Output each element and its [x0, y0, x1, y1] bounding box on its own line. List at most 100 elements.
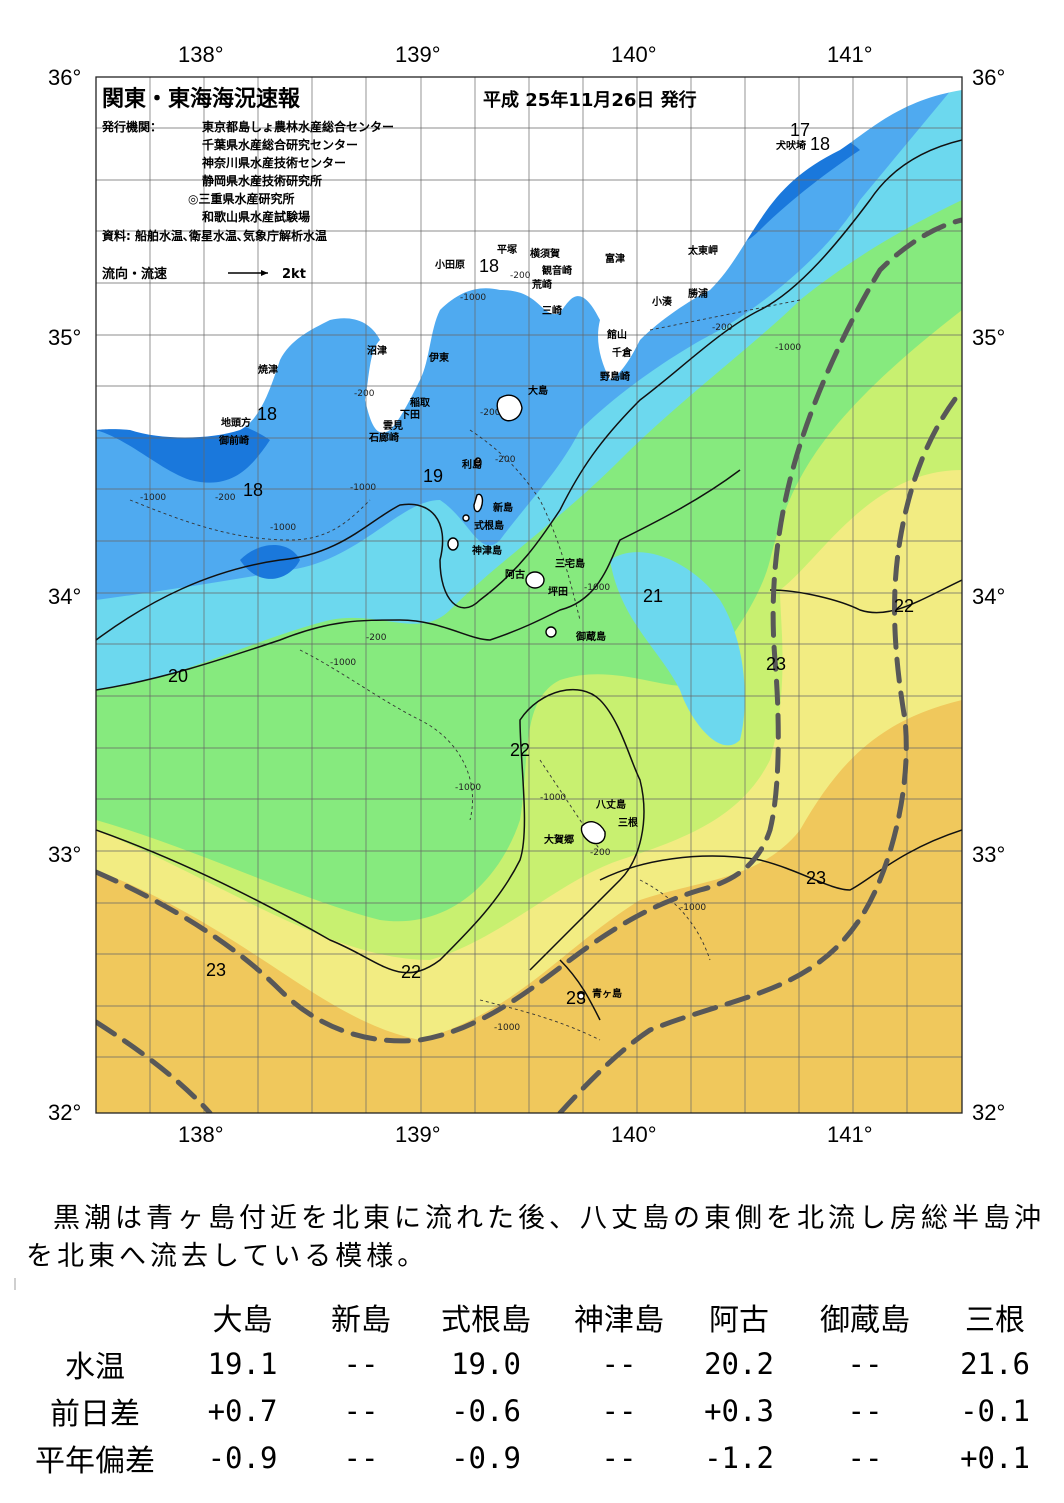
- table-cell: -0.6: [451, 1393, 521, 1428]
- depth-label: -1000: [775, 343, 801, 353]
- station-header: 三根: [965, 1302, 1025, 1338]
- lat-label: 33°: [972, 842, 1005, 867]
- depth-label: -200: [495, 455, 516, 465]
- table-row: 平年偏差 -0.9 -- -0.9 -- -1.2 -- +0.1: [10, 1434, 1055, 1481]
- niijima-island: [473, 493, 484, 513]
- lat-label: 36°: [972, 65, 1005, 90]
- isotherm-label: 22: [510, 740, 530, 760]
- place-name: 青ヶ島: [592, 987, 622, 1000]
- place-name: 三崎: [542, 304, 562, 317]
- summary-text: 黒潮は青ヶ島付近を北東に流れた後、八丈島の東側を北流し房総半島沖を北東へ流去して…: [26, 1203, 1045, 1272]
- isotherm-label: 18: [810, 134, 830, 154]
- table-cell: -0.9: [451, 1440, 521, 1475]
- axis-labels: 138° 139° 140° 141° 138° 139° 140° 141° …: [48, 42, 1005, 1147]
- row-label: 水温: [65, 1349, 125, 1385]
- lat-label: 35°: [972, 325, 1005, 350]
- table-cell: --: [847, 1346, 883, 1381]
- table-cell: 19.1: [207, 1346, 278, 1381]
- sea-temperature-map: 138° 139° 140° 141° 138° 139° 140° 141° …: [48, 42, 1005, 1147]
- current-legend-label: 流向・流速: [102, 266, 167, 282]
- toshima-island: [474, 457, 482, 467]
- place-name: 石廊崎: [368, 431, 399, 444]
- depth-label: -200: [480, 408, 501, 418]
- table-cell: --: [343, 1393, 379, 1428]
- table-header-row: 大島 新島 式根島 神津島 阿古 御蔵島 三根: [10, 1293, 1055, 1340]
- depth-label: -200: [354, 389, 375, 399]
- lon-label: 138°: [178, 42, 224, 67]
- depth-label: -1000: [270, 523, 296, 533]
- lon-label: 140°: [611, 42, 657, 67]
- isotherm-label: 21: [643, 586, 663, 606]
- table-cell: --: [601, 1346, 637, 1381]
- place-name: 式根島: [474, 519, 504, 532]
- place-name: 阿古: [505, 568, 525, 581]
- place-name: 焼津: [258, 363, 278, 376]
- table-cell: --: [847, 1393, 883, 1428]
- situation-summary: 黒潮は青ヶ島付近を北東に流れた後、八丈島の東側を北流し房総半島沖を北東へ流去して…: [26, 1200, 1046, 1276]
- issue-date: 平成 25年11月26日 発行: [483, 89, 697, 111]
- table-cell: --: [601, 1393, 637, 1428]
- miyakejima-island: [525, 571, 545, 589]
- table-cell: -1.2: [704, 1440, 774, 1475]
- depth-label: -200: [215, 493, 236, 503]
- isotherms: [96, 139, 962, 1021]
- lat-label: 32°: [48, 1100, 81, 1125]
- depth-label: -200: [366, 633, 387, 643]
- row-label: 前日差: [50, 1396, 140, 1432]
- table-cell: 21.6: [960, 1346, 1030, 1381]
- place-name: 稲取: [410, 396, 431, 409]
- depth-label: -1000: [140, 493, 166, 503]
- place-name: 平塚: [497, 243, 517, 256]
- place-name: 伊東: [428, 351, 449, 364]
- depth-label: -1000: [330, 658, 356, 668]
- place-name: 犬吠埼: [776, 139, 806, 152]
- isotherm-label: 23: [206, 960, 226, 980]
- issuer-org: 千葉県水産総合研究センター: [202, 137, 358, 152]
- issuer-org: 静岡県水産技術研究所: [202, 173, 322, 188]
- depth-label: -200: [712, 323, 733, 333]
- isotherm-labels: 17 18 18 18 18 19 20 21 22 22 22 23 23 2…: [168, 120, 914, 1008]
- issuer-org: ◎三重県水産研究所: [188, 191, 294, 206]
- station-header: 神津島: [574, 1302, 664, 1338]
- cool-tongue: [610, 552, 745, 746]
- depth-label: -1000: [455, 783, 481, 793]
- lon-label: 139°: [395, 42, 441, 67]
- arrowhead-icon: [261, 270, 268, 276]
- graticule: [96, 77, 962, 1113]
- depth-label: -1000: [540, 793, 566, 803]
- place-name: 館山: [606, 328, 627, 341]
- lat-label: 33°: [48, 842, 81, 867]
- table-cell: --: [847, 1440, 883, 1475]
- place-name: 神津島: [472, 544, 502, 557]
- margin-mark: [14, 1278, 16, 1290]
- lon-label: 138°: [178, 1122, 224, 1147]
- table-cell: --: [343, 1346, 379, 1381]
- depth-label: -1000: [460, 293, 486, 303]
- table-cell: +0.7: [207, 1393, 278, 1428]
- place-name: 坪田: [548, 585, 568, 598]
- table-row: 前日差 +0.7 -- -0.6 -- +0.3 -- -0.1: [10, 1387, 1055, 1434]
- table-cell: +0.1: [960, 1440, 1030, 1475]
- lat-label: 36°: [48, 65, 81, 90]
- isotherm-label: 22: [401, 962, 421, 982]
- isotherm-label: 18: [257, 404, 277, 424]
- station-header: 阿古: [709, 1302, 769, 1338]
- depth-label: -1000: [680, 903, 706, 913]
- mikurajima-island: [545, 626, 557, 638]
- station-header: 御蔵島: [820, 1302, 910, 1338]
- current-scale: 2kt: [282, 267, 306, 282]
- place-name: 御蔵島: [575, 630, 606, 643]
- table-cell: --: [343, 1440, 379, 1475]
- isotherm-label: 23: [806, 868, 826, 888]
- place-name: 新島: [493, 501, 513, 514]
- lon-label: 140°: [611, 1122, 657, 1147]
- depth-label: -1000: [494, 1023, 520, 1033]
- table-cell: -0.1: [960, 1393, 1030, 1428]
- place-name: 三宅島: [555, 557, 585, 570]
- lat-label: 35°: [48, 325, 81, 350]
- table-cell: -0.9: [207, 1440, 278, 1475]
- corner-cell: [10, 1293, 180, 1340]
- depth-labels: -200 -200 -200 -200 -200 -200 -200 -200 …: [140, 271, 801, 1033]
- place-name: 観音崎: [542, 264, 572, 277]
- station-header: 大島: [212, 1302, 273, 1338]
